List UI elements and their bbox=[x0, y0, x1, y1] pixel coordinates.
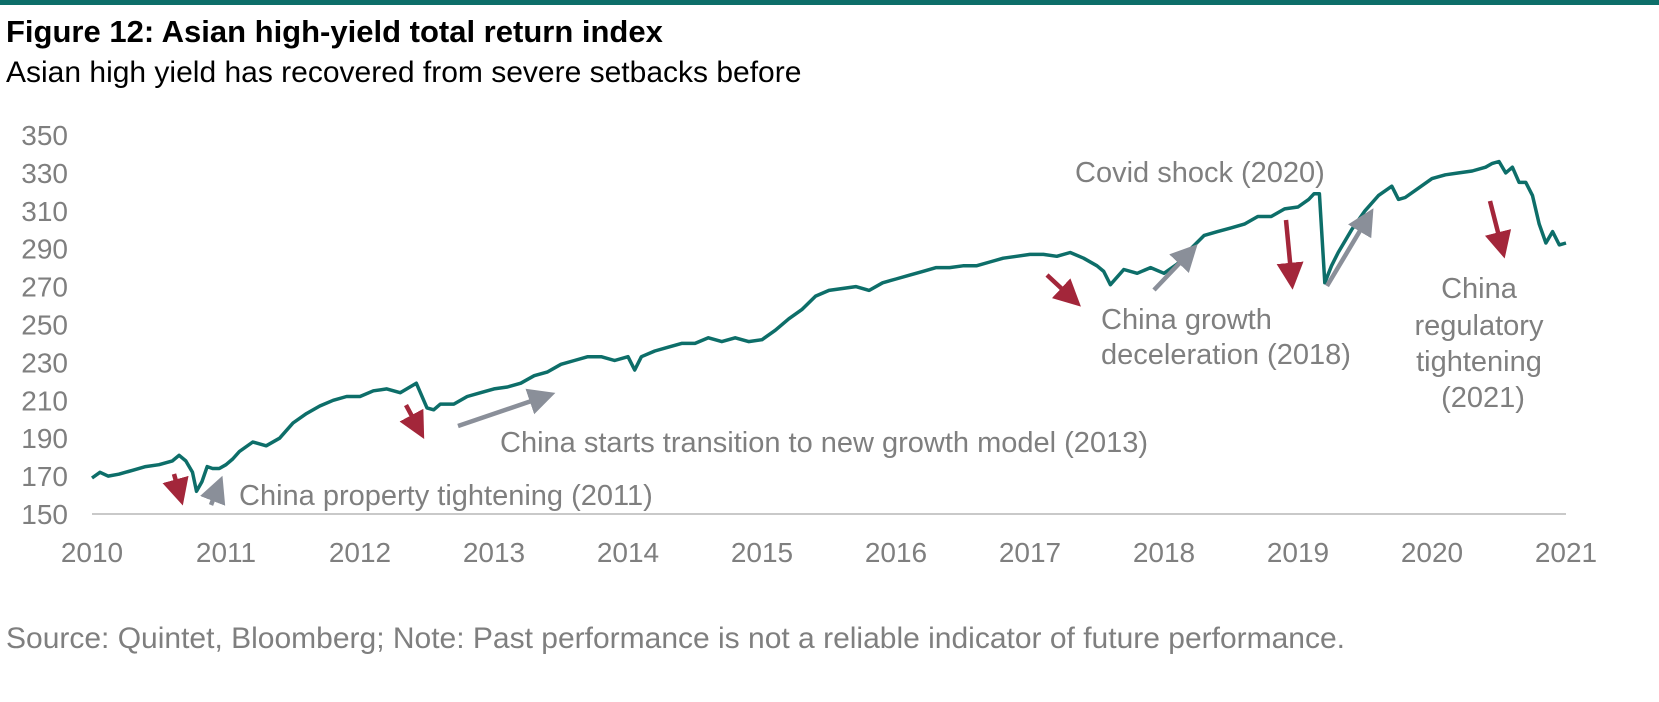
top-rule bbox=[0, 0, 1659, 5]
annotation-line: regulatory bbox=[1414, 310, 1543, 342]
annotation-property-tightening: China property tightening (2011) bbox=[239, 480, 653, 512]
arrow-up-2011 bbox=[200, 475, 226, 506]
x-tick-label: 2019 bbox=[1267, 537, 1329, 568]
annotation-line: (2021) bbox=[1441, 382, 1525, 414]
x-tick-label: 2015 bbox=[731, 537, 793, 568]
x-tick-label: 2011 bbox=[196, 537, 256, 568]
annotation-regulatory-tightening: China regulatory tightening (2021) bbox=[1414, 273, 1551, 414]
y-tick-label: 330 bbox=[21, 158, 68, 189]
x-tick-label: 2018 bbox=[1133, 537, 1195, 568]
x-tick-label: 2017 bbox=[999, 537, 1061, 568]
annotation-growth-deceleration: China growth deceleration (2018) bbox=[1101, 304, 1351, 371]
y-axis: 150 170 190 210 230 250 270 290 310 330 350 bbox=[21, 120, 68, 530]
arrow-down-2010 bbox=[162, 473, 189, 506]
arrow-down-2019 bbox=[1276, 219, 1304, 290]
y-tick-label: 350 bbox=[21, 120, 68, 151]
x-tick-label: 2016 bbox=[865, 537, 927, 568]
x-tick-label: 2020 bbox=[1401, 537, 1463, 568]
arrow-down-2017 bbox=[1045, 273, 1081, 307]
x-tick-label: 2012 bbox=[329, 537, 391, 568]
y-tick-label: 170 bbox=[21, 461, 68, 492]
y-tick-label: 230 bbox=[21, 347, 68, 378]
y-tick-label: 310 bbox=[21, 196, 68, 227]
x-tick-label: 2010 bbox=[61, 537, 123, 568]
y-tick-label: 150 bbox=[21, 499, 68, 530]
annotation-growth-model: China starts transition to new growth mo… bbox=[500, 427, 1148, 459]
x-tick-label: 2013 bbox=[463, 537, 525, 568]
annotation-line: China bbox=[1441, 273, 1518, 305]
x-tick-label: 2021 bbox=[1535, 537, 1597, 568]
figure-subtitle: Asian high yield has recovered from seve… bbox=[6, 56, 802, 89]
arrow-down-2021 bbox=[1484, 200, 1512, 259]
annotation-covid-shock: Covid shock (2020) bbox=[1075, 157, 1325, 189]
annotation-line: deceleration (2018) bbox=[1101, 339, 1351, 371]
y-tick-label: 190 bbox=[21, 423, 68, 454]
x-axis: 2010 2011 2012 2013 2014 2015 2016 2017 2018 2019… bbox=[61, 537, 1597, 568]
y-tick-label: 250 bbox=[21, 310, 68, 341]
source-note: Source: Quintet, Bloomberg; Note: Past p… bbox=[6, 622, 1346, 655]
annotation-line: tightening bbox=[1416, 346, 1542, 378]
arrow-up-2013 bbox=[457, 388, 556, 429]
y-tick-label: 290 bbox=[21, 234, 68, 265]
y-tick-label: 210 bbox=[21, 385, 68, 416]
series-line bbox=[90, 159, 1567, 494]
annotation-line: China growth bbox=[1101, 304, 1272, 336]
x-tick-label: 2014 bbox=[597, 537, 659, 568]
arrow-up-2018 bbox=[1152, 244, 1198, 292]
y-tick-label: 270 bbox=[21, 272, 68, 303]
arrow-down-2012 bbox=[399, 403, 425, 439]
figure-title: Figure 12: Asian high-yield total return… bbox=[6, 14, 663, 49]
arrow-up-2019 bbox=[1325, 208, 1374, 288]
